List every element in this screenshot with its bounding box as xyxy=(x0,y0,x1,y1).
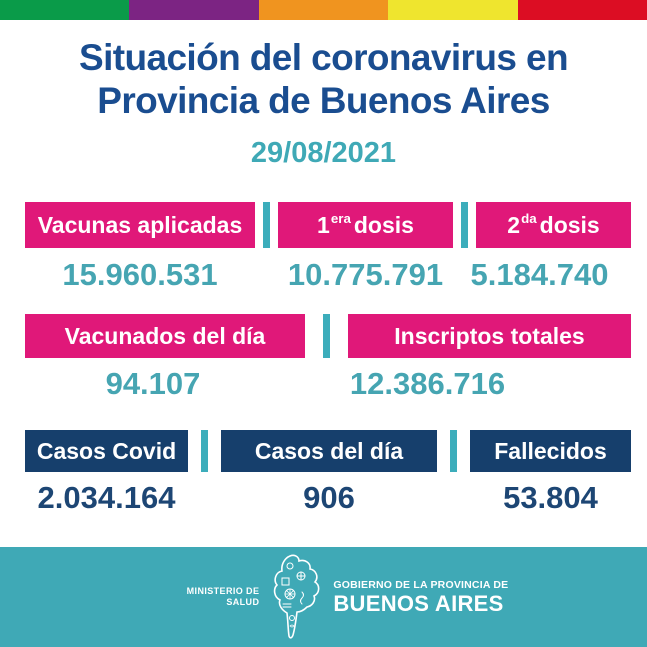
government-line2: BUENOS AIRES xyxy=(333,590,504,616)
province-emblem-icon xyxy=(274,554,320,639)
stripe-red-segment xyxy=(517,0,647,20)
daily-values-row: 94.107 12.386.716 xyxy=(25,363,631,405)
badge-segunda-dosis: 2 da dosis xyxy=(476,202,631,248)
page-title: Situación del coronavirus en Provincia d… xyxy=(0,36,647,122)
report-date: 29/08/2021 xyxy=(250,137,397,169)
vaccines-values-row: 15.960.531 10.775.791 5.184.740 xyxy=(25,253,631,297)
badge-casos-del-dia: Casos del día xyxy=(221,430,437,472)
badge-primera-dosis: 1 era dosis xyxy=(278,202,453,248)
cases-values-row: 2.034.164 906 53.804 xyxy=(25,477,631,519)
fallecidos-value: 53.804 xyxy=(503,480,598,515)
segunda-dosis-word: dosis xyxy=(539,211,600,238)
primera-dosis-word: dosis xyxy=(353,211,414,238)
title-line1: Situación del coronavirus en xyxy=(79,37,569,78)
segunda-dosis-ordinal: da xyxy=(521,211,537,227)
primera-dosis-ordinal: era xyxy=(330,211,351,227)
primera-dosis-number: 1 xyxy=(317,211,330,238)
badge-casos-covid: Casos Covid xyxy=(25,430,188,472)
teal-divider xyxy=(201,430,208,472)
teal-divider xyxy=(263,202,270,248)
inscriptos-totales-value: 12.386.716 xyxy=(349,366,506,401)
casos-del-dia-value: 906 xyxy=(303,480,355,515)
segunda-dosis-number: 2 xyxy=(507,211,521,238)
government-line1: GOBIERNO DE LA PROVINCIA DE xyxy=(333,578,509,591)
footer-band: MINISTERIO DE SALUD GOBIERNO DE LA PROVI… xyxy=(0,547,647,647)
stripe-green-segment xyxy=(0,0,130,20)
footer-branding: MINISTERIO DE SALUD GOBIERNO DE LA PROVI… xyxy=(187,554,509,640)
casos-covid-value: 2.034.164 xyxy=(37,480,176,515)
segunda-dosis-value: 5.184.740 xyxy=(470,257,609,292)
daily-badge-row: Vacunados del día Inscriptos totales xyxy=(25,314,631,358)
vacunas-aplicadas-value: 15.960.531 xyxy=(62,257,218,292)
badge-vacunas-aplicadas: Vacunas aplicadas xyxy=(25,202,255,248)
stripe-purple-segment xyxy=(129,0,259,20)
vaccines-badge-row: Vacunas aplicadas 1 era dosis 2 da dosis xyxy=(25,202,631,248)
rainbow-stripe xyxy=(0,0,647,20)
primera-dosis-value: 10.775.791 xyxy=(287,257,444,292)
stripe-yellow-segment xyxy=(388,0,518,20)
teal-divider xyxy=(323,314,330,358)
badge-vacunados-del-dia: Vacunados del día xyxy=(25,314,305,358)
badge-fallecidos: Fallecidos xyxy=(470,430,631,472)
ministry-line2: SALUD xyxy=(226,597,260,607)
title-line2: Provincia de Buenos Aires xyxy=(97,80,550,121)
ministry-line1: MINISTERIO DE xyxy=(186,586,260,596)
government-label: GOBIERNO DE LA PROVINCIA DE BUENOS AIRES xyxy=(333,579,508,616)
teal-divider xyxy=(450,430,457,472)
ministry-label: MINISTERIO DE SALUD xyxy=(187,586,260,608)
teal-divider xyxy=(461,202,468,248)
vacunados-del-dia-value: 94.107 xyxy=(105,366,201,401)
badge-inscriptos-totales: Inscriptos totales xyxy=(348,314,631,358)
stripe-orange-segment xyxy=(258,0,389,20)
cases-badge-row: Casos Covid Casos del día Fallecidos xyxy=(25,430,631,472)
